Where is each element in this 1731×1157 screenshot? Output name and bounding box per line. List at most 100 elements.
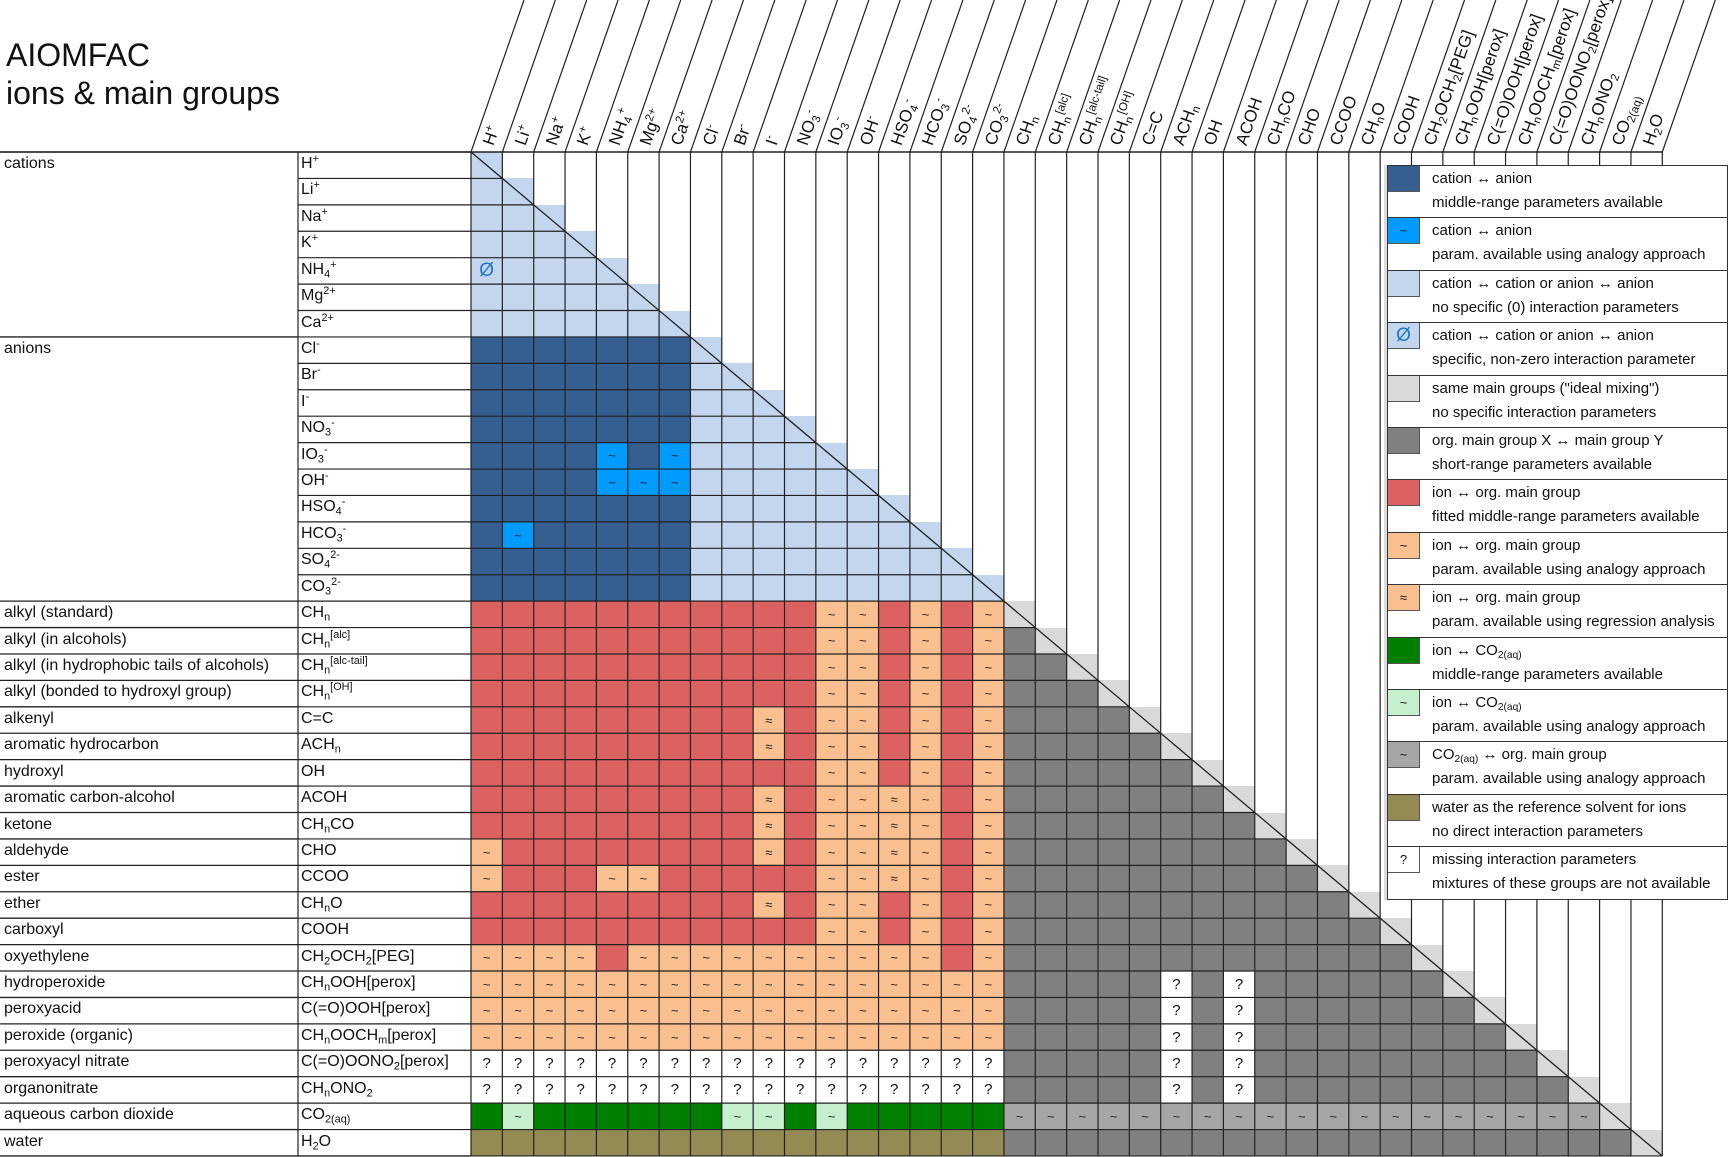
- matrix-cell: [721, 680, 754, 707]
- matrix-cell: [878, 918, 910, 945]
- matrix-cell: [565, 865, 597, 892]
- matrix-cell: [1035, 891, 1067, 919]
- group-label: ketone: [4, 815, 53, 833]
- matrix-cell: [627, 680, 660, 707]
- title-line-2: ions & main groups: [6, 75, 280, 111]
- legend: cation ↔ anion middle-range parameters av…: [1387, 165, 1728, 901]
- matrix-cell: [1035, 680, 1067, 707]
- matrix-cell: ~: [1505, 1103, 1537, 1130]
- matrix-cell: [941, 733, 973, 760]
- matrix-cell: ~: [565, 997, 597, 1024]
- legend-label: cation ↔ cation or anion ↔ anion: [1432, 327, 1654, 345]
- matrix-cell: [1286, 918, 1318, 945]
- matrix-cell: [784, 733, 816, 760]
- matrix-cell: Ø: [471, 257, 503, 285]
- legend-label: cation ↔ anion: [1432, 222, 1533, 240]
- matrix-cell: [565, 416, 597, 443]
- matrix-cell: [471, 284, 503, 311]
- matrix-cell: ~: [1348, 1103, 1381, 1130]
- matrix-cell: [753, 416, 785, 443]
- matrix-cell: [659, 786, 691, 813]
- row-label: CHnCO: [301, 815, 355, 835]
- group-label: ester: [4, 868, 40, 886]
- matrix-cell: [596, 416, 628, 443]
- matrix-cell: [1254, 944, 1287, 971]
- matrix-cell: ~: [847, 997, 879, 1024]
- matrix-cell: [627, 891, 660, 919]
- matrix-cell: [1192, 891, 1224, 919]
- matrix-cell: [471, 786, 503, 813]
- matrix-cell: ~: [909, 733, 942, 760]
- group-label: aromatic hydrocarbon: [4, 736, 159, 754]
- matrix-cell: [690, 918, 722, 945]
- matrix-cell: [659, 1103, 691, 1130]
- matrix-cell: ~: [721, 971, 754, 998]
- matrix-cell: ~: [502, 997, 534, 1024]
- matrix-cell: ~: [627, 944, 660, 971]
- matrix-cell: [502, 548, 534, 575]
- row-label: ACHn: [301, 736, 341, 756]
- matrix-cell: [627, 310, 660, 337]
- matrix-cell: [909, 574, 942, 602]
- matrix-cell: ~: [847, 653, 879, 681]
- matrix-cell: [1129, 838, 1161, 866]
- matrix-cell: [690, 442, 722, 470]
- legend-swatch: [1388, 375, 1420, 402]
- matrix-cell: ~: [972, 997, 1004, 1024]
- matrix-cell: [627, 838, 660, 866]
- matrix-cell: [627, 389, 660, 417]
- matrix-cell: ?: [659, 1076, 691, 1104]
- matrix-cell: [565, 891, 597, 919]
- matrix-cell: [471, 1103, 503, 1130]
- matrix-cell: [690, 495, 722, 522]
- matrix-cell: ~: [847, 680, 879, 707]
- matrix-cell: [1223, 812, 1255, 839]
- matrix-cell: [502, 706, 534, 734]
- matrix-cell: [471, 204, 503, 232]
- matrix-cell: [1442, 1023, 1475, 1051]
- matrix-cell: [565, 1103, 597, 1130]
- matrix-cell: [1348, 1050, 1381, 1077]
- matrix-cell: [753, 442, 785, 470]
- matrix-cell: [565, 733, 597, 760]
- matrix-cell: ~: [847, 733, 879, 760]
- matrix-cell: [502, 601, 534, 628]
- matrix-cell: ~: [502, 971, 534, 998]
- legend-item: ion ↔ org. main group fitted middle-range…: [1388, 480, 1727, 533]
- matrix-cell: [1160, 786, 1193, 813]
- matrix-cell: ~: [533, 997, 566, 1024]
- matrix-cell: [721, 891, 754, 919]
- title-line-1: AIOMFAC: [6, 37, 151, 73]
- matrix-cell: [565, 1129, 597, 1156]
- matrix-cell: [878, 891, 910, 919]
- matrix-cell: [1223, 1129, 1255, 1156]
- matrix-cell: ~: [847, 759, 879, 787]
- matrix-cell: [721, 759, 754, 787]
- matrix-cell: [690, 812, 722, 839]
- matrix-cell: ≈: [878, 812, 910, 839]
- matrix-cell: [1505, 1050, 1537, 1077]
- matrix-cell: [565, 838, 597, 866]
- matrix-cell: ~: [909, 918, 942, 945]
- matrix-cell: ~: [847, 865, 879, 892]
- matrix-cell: [909, 1103, 942, 1130]
- matrix-cell: ?: [596, 1076, 628, 1104]
- matrix-cell: [533, 574, 566, 602]
- matrix-cell: ~: [565, 1023, 597, 1051]
- matrix-cell: [1098, 786, 1130, 813]
- matrix-cell: [627, 336, 660, 364]
- legend-description: param. available using analogy approach: [1432, 560, 1706, 578]
- matrix-cell: [596, 363, 628, 390]
- row-label: C(=O)OOH[perox]: [301, 1000, 431, 1018]
- matrix-cell: [1192, 812, 1224, 839]
- matrix-cell: [972, 1129, 1004, 1156]
- matrix-cell: [1192, 1050, 1224, 1077]
- matrix-cell: ~: [471, 971, 503, 998]
- matrix-cell: [565, 442, 597, 470]
- matrix-cell: ?: [1223, 1023, 1255, 1051]
- matrix-cell: ~: [1003, 1103, 1036, 1130]
- row-label: CHnONO2: [301, 1079, 373, 1099]
- matrix-cell: [502, 733, 534, 760]
- matrix-cell: ~: [909, 653, 942, 681]
- legend-label: cation ↔ anion: [1432, 170, 1533, 187]
